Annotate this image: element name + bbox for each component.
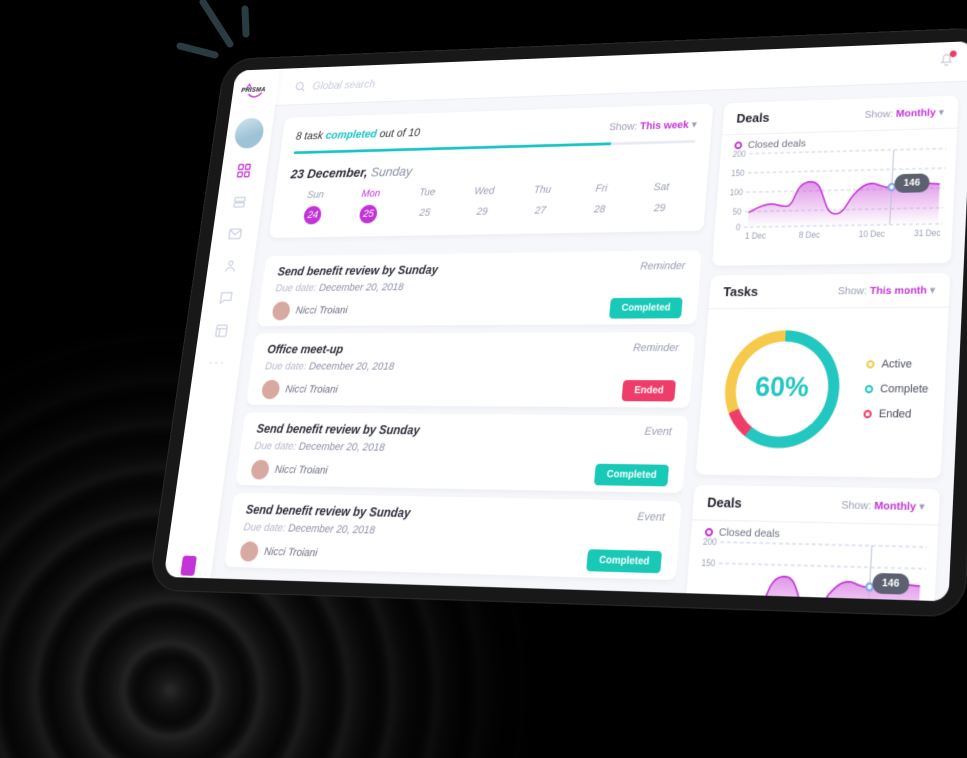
svg-text:150: 150 (731, 168, 745, 179)
svg-text:60%: 60% (754, 372, 810, 402)
svg-text:PRISMA: PRISMA (241, 87, 266, 94)
svg-text:150: 150 (701, 557, 716, 569)
svg-text:8 Dec: 8 Dec (799, 229, 821, 240)
svg-text:50: 50 (732, 206, 742, 217)
svg-text:0: 0 (736, 222, 742, 233)
svg-text:100: 100 (730, 187, 744, 198)
svg-text:200: 200 (703, 537, 718, 547)
svg-text:10 Dec: 10 Dec (859, 228, 886, 239)
svg-text:200: 200 (732, 148, 746, 159)
svg-text:31 Dec: 31 Dec (914, 227, 941, 238)
svg-text:1 Dec: 1 Dec (745, 230, 767, 241)
